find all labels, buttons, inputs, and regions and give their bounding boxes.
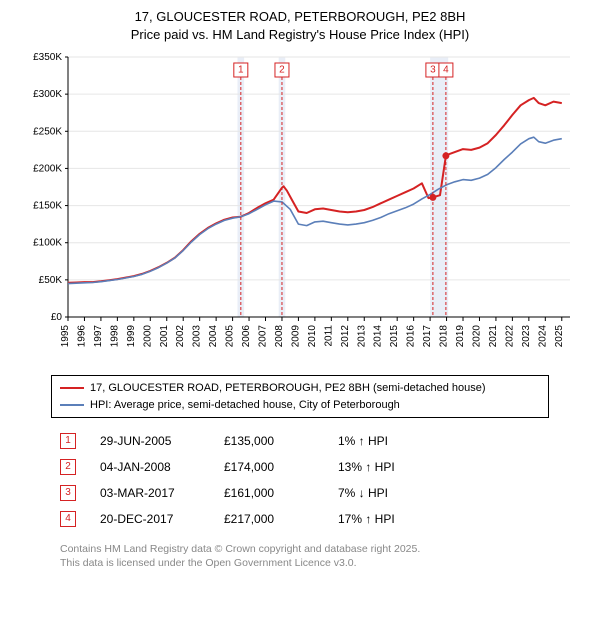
event-price: £161,000 — [224, 486, 314, 500]
legend-label: HPI: Average price, semi-detached house,… — [90, 397, 400, 414]
svg-text:2002: 2002 — [175, 325, 186, 348]
svg-text:£150K: £150K — [33, 201, 62, 212]
svg-text:2023: 2023 — [521, 325, 532, 348]
event-row: 2 04-JAN-2008 £174,000 13% ↑ HPI — [60, 454, 540, 480]
svg-text:2013: 2013 — [356, 325, 367, 348]
svg-text:£200K: £200K — [33, 164, 62, 175]
svg-text:2016: 2016 — [406, 325, 417, 348]
svg-text:2017: 2017 — [422, 325, 433, 348]
legend-swatch — [60, 387, 84, 389]
event-marker: 4 — [60, 511, 76, 527]
svg-text:£250K: £250K — [33, 126, 62, 137]
footer: Contains HM Land Registry data © Crown c… — [60, 542, 540, 570]
event-delta: 17% ↑ HPI — [338, 512, 438, 526]
legend-swatch — [60, 404, 84, 406]
svg-text:2008: 2008 — [274, 325, 285, 348]
svg-text:2007: 2007 — [258, 325, 269, 348]
event-row: 4 20-DEC-2017 £217,000 17% ↑ HPI — [60, 506, 540, 532]
svg-text:1998: 1998 — [109, 325, 120, 348]
svg-text:2010: 2010 — [307, 325, 318, 348]
svg-text:2006: 2006 — [241, 325, 252, 348]
event-row: 3 03-MAR-2017 £161,000 7% ↓ HPI — [60, 480, 540, 506]
container: 17, GLOUCESTER ROAD, PETERBOROUGH, PE2 8… — [0, 0, 600, 580]
svg-text:2: 2 — [279, 65, 285, 76]
svg-text:£0: £0 — [51, 312, 63, 323]
svg-text:2003: 2003 — [192, 325, 203, 348]
svg-text:2020: 2020 — [471, 325, 482, 348]
svg-text:2018: 2018 — [439, 325, 450, 348]
events-table: 1 29-JUN-2005 £135,000 1% ↑ HPI 2 04-JAN-2008… — [60, 428, 540, 532]
svg-text:2022: 2022 — [504, 325, 515, 348]
svg-text:£350K: £350K — [33, 52, 62, 63]
svg-text:2019: 2019 — [455, 325, 466, 348]
svg-text:2014: 2014 — [373, 325, 384, 348]
event-date: 03-MAR-2017 — [100, 486, 200, 500]
svg-text:1999: 1999 — [126, 325, 137, 348]
title-line-1: 17, GLOUCESTER ROAD, PETERBOROUGH, PE2 8… — [10, 8, 590, 26]
svg-text:1: 1 — [238, 65, 244, 76]
legend: 17, GLOUCESTER ROAD, PETERBOROUGH, PE2 8… — [51, 375, 549, 418]
svg-text:2005: 2005 — [225, 325, 236, 348]
svg-text:1997: 1997 — [93, 325, 104, 348]
svg-text:£50K: £50K — [39, 275, 63, 286]
event-marker: 1 — [60, 433, 76, 449]
svg-text:2001: 2001 — [159, 325, 170, 348]
svg-text:2025: 2025 — [554, 325, 565, 348]
event-delta: 7% ↓ HPI — [338, 486, 438, 500]
event-marker: 2 — [60, 459, 76, 475]
svg-text:2015: 2015 — [389, 325, 400, 348]
event-date: 29-JUN-2005 — [100, 434, 200, 448]
svg-text:2009: 2009 — [290, 325, 301, 348]
legend-item: HPI: Average price, semi-detached house,… — [60, 397, 540, 414]
svg-text:3: 3 — [430, 65, 436, 76]
chart: £0 £50K £100K £150K £200K £250K £300K £350K 1995… — [20, 47, 580, 367]
chart-title: 17, GLOUCESTER ROAD, PETERBOROUGH, PE2 8… — [10, 8, 590, 43]
event-marker: 3 — [60, 485, 76, 501]
event-date: 04-JAN-2008 — [100, 460, 200, 474]
event-delta: 1% ↑ HPI — [338, 434, 438, 448]
title-line-2: Price paid vs. HM Land Registry's House … — [10, 26, 590, 44]
svg-text:1995: 1995 — [60, 325, 71, 348]
svg-text:2012: 2012 — [340, 325, 351, 348]
event-price: £174,000 — [224, 460, 314, 474]
chart-svg: £0 £50K £100K £150K £200K £250K £300K £350K 1995… — [20, 47, 580, 367]
event-row: 1 29-JUN-2005 £135,000 1% ↑ HPI — [60, 428, 540, 454]
svg-text:2024: 2024 — [537, 325, 548, 348]
legend-label: 17, GLOUCESTER ROAD, PETERBOROUGH, PE2 8… — [90, 380, 486, 397]
svg-text:2011: 2011 — [323, 325, 334, 347]
svg-text:2021: 2021 — [488, 325, 499, 348]
event-delta: 13% ↑ HPI — [338, 460, 438, 474]
svg-text:£300K: £300K — [33, 89, 62, 100]
event-price: £135,000 — [224, 434, 314, 448]
legend-item: 17, GLOUCESTER ROAD, PETERBOROUGH, PE2 8… — [60, 380, 540, 397]
svg-text:1996: 1996 — [76, 325, 87, 348]
svg-text:2000: 2000 — [142, 325, 153, 348]
svg-text:4: 4 — [443, 65, 449, 76]
svg-text:£100K: £100K — [33, 238, 62, 249]
event-price: £217,000 — [224, 512, 314, 526]
event-date: 20-DEC-2017 — [100, 512, 200, 526]
footer-line-2: This data is licensed under the Open Gov… — [60, 556, 540, 570]
footer-line-1: Contains HM Land Registry data © Crown c… — [60, 542, 540, 556]
svg-text:2004: 2004 — [208, 325, 219, 348]
